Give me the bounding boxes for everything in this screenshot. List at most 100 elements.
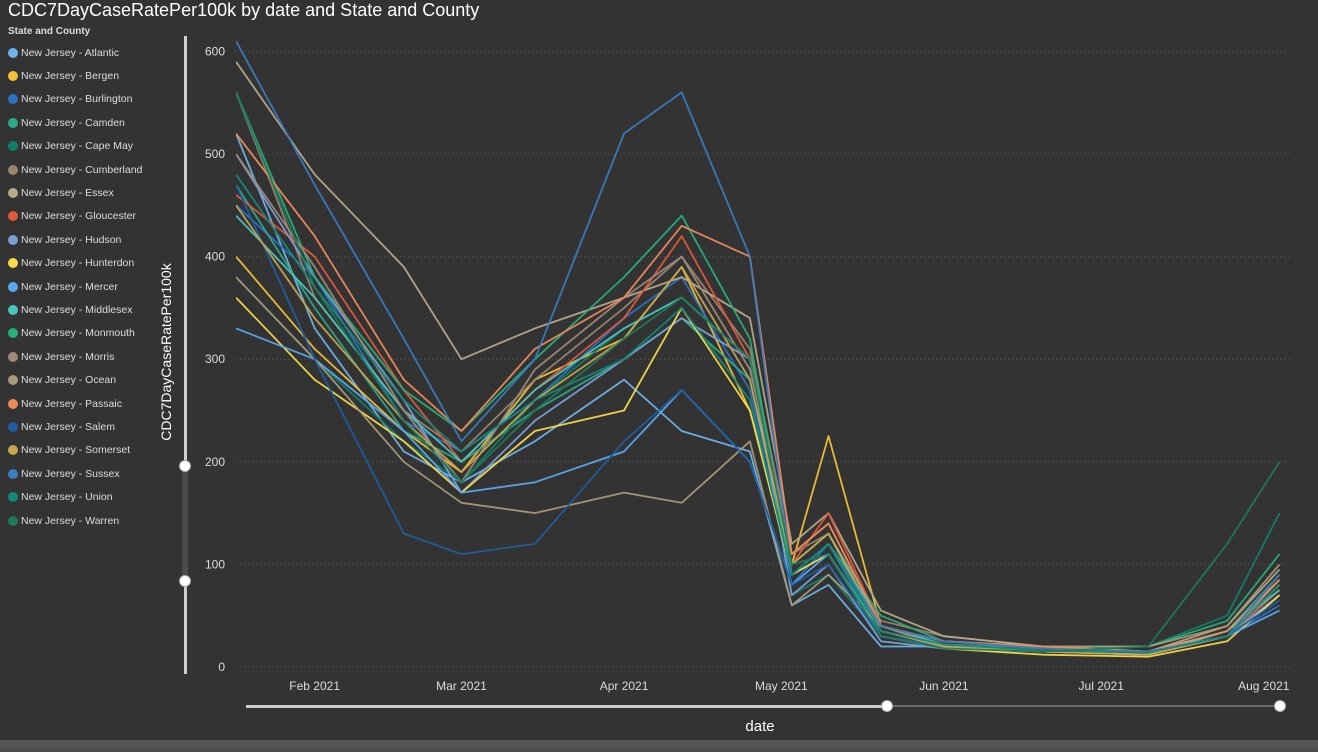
y-tick-label: 600 — [205, 44, 225, 58]
legend-label: New Jersey - Essex — [21, 187, 114, 200]
legend-color-dot — [8, 234, 18, 245]
legend-label: New Jersey - Sussex — [21, 467, 120, 480]
legend-color-dot — [8, 164, 18, 175]
series-line-new-jersey-somerset — [236, 204, 1281, 656]
legend-item[interactable]: New Jersey - Cumberland — [8, 158, 183, 181]
legend-item[interactable]: New Jersey - Bergen — [8, 64, 183, 87]
chart-title: CDC7DayCaseRatePer100k by date and State… — [8, 0, 480, 20]
legend-color-dot — [8, 141, 18, 152]
legend-label: New Jersey - Cape May — [21, 140, 134, 153]
legend-label: New Jersey - Mercer — [21, 280, 118, 293]
legend-item[interactable]: New Jersey - Atlantic — [8, 41, 183, 64]
legend-color-dot — [8, 398, 18, 409]
legend-color-dot — [8, 258, 18, 269]
x-slider-end-handle[interactable] — [1274, 700, 1286, 712]
legend-label: New Jersey - Atlantic — [21, 46, 120, 59]
legend-item[interactable]: New Jersey - Mercer — [8, 275, 183, 298]
legend-color-dot — [8, 211, 18, 222]
series-line-new-jersey-cape-may — [236, 276, 1281, 650]
legend-item[interactable]: New Jersey - Somerset — [8, 439, 183, 462]
legend-color-dot — [8, 328, 18, 339]
y-slider-lower-handle[interactable] — [179, 574, 191, 587]
y-slider-upper-handle[interactable] — [179, 459, 191, 472]
legend-color-dot — [8, 445, 18, 456]
legend-item[interactable]: New Jersey - Morris — [8, 345, 183, 368]
series-line-new-jersey-hunterdon — [236, 296, 1281, 658]
legend-label: New Jersey - Passaic — [21, 397, 122, 410]
legend-items: New Jersey - Atlantic New Jersey - Bergen… — [8, 41, 183, 532]
y-axis-range-slider[interactable] — [179, 36, 191, 674]
series-line-new-jersey-warren — [236, 92, 1281, 653]
legend-color-dot — [8, 94, 18, 105]
y-tick-label: 300 — [205, 352, 225, 366]
legend-label: New Jersey - Warren — [21, 514, 120, 527]
legend-label: New Jersey - Gloucester — [21, 210, 136, 223]
x-slider-start-handle[interactable] — [881, 700, 894, 712]
legend-label: New Jersey - Burlington — [21, 93, 133, 106]
legend-item[interactable]: New Jersey - Monmouth — [8, 322, 183, 345]
legend-label: New Jersey - Hunterdon — [21, 257, 135, 270]
y-tick-label: 200 — [205, 455, 225, 469]
y-tick-label: 400 — [205, 250, 225, 264]
x-tick-label: May 2021 — [755, 679, 808, 693]
series-line-new-jersey-monmouth — [236, 92, 1281, 648]
y-tick-label: 500 — [205, 147, 225, 161]
series-line-new-jersey-essex — [236, 61, 1281, 653]
series-group — [236, 40, 1281, 658]
x-tick-label: Feb 2021 — [289, 679, 340, 693]
x-tick-label: Mar 2021 — [436, 679, 487, 693]
x-slider-track — [887, 705, 1280, 707]
legend-item[interactable]: New Jersey - Essex — [8, 181, 183, 204]
x-tick-label: Apr 2021 — [600, 679, 649, 693]
legend-item[interactable]: New Jersey - Warren — [8, 509, 183, 532]
legend-item[interactable]: New Jersey - Camden — [8, 111, 183, 134]
legend-label: New Jersey - Cumberland — [21, 163, 143, 176]
legend-item[interactable]: New Jersey - Hudson — [8, 228, 183, 251]
y-slider-track — [184, 36, 187, 674]
y-tick-label: 0 — [218, 660, 225, 674]
legend-label: New Jersey - Morris — [21, 350, 115, 363]
legend-label: New Jersey - Salem — [21, 420, 115, 433]
legend-color-dot — [8, 351, 18, 362]
legend: State and County New Jersey - Atlantic Ne… — [8, 26, 183, 532]
legend-label: New Jersey - Monmouth — [21, 327, 135, 340]
legend-color-dot — [8, 188, 18, 199]
legend-item[interactable]: New Jersey - Sussex — [8, 462, 183, 485]
legend-label: New Jersey - Camden — [21, 116, 125, 129]
legend-color-dot — [8, 47, 18, 58]
bottom-scrollbar[interactable] — [0, 740, 1318, 752]
legend-item[interactable]: New Jersey - Ocean — [8, 368, 183, 391]
legend-color-dot — [8, 117, 18, 128]
x-tick-label: Jun 2021 — [919, 679, 969, 693]
x-tick-label: Jul 2021 — [1079, 679, 1125, 693]
legend-color-dot — [8, 468, 18, 479]
legend-item[interactable]: New Jersey - Hunterdon — [8, 252, 183, 275]
legend-item[interactable]: New Jersey - Salem — [8, 415, 183, 438]
legend-label: New Jersey - Somerset — [21, 444, 131, 457]
legend-color-dot — [8, 281, 18, 292]
legend-item[interactable]: New Jersey - Burlington — [8, 88, 183, 111]
series-line-new-jersey-union — [236, 173, 1281, 654]
legend-item[interactable]: New Jersey - Middlesex — [8, 298, 183, 321]
y-tick-label: 100 — [205, 557, 225, 571]
legend-label: New Jersey - Ocean — [21, 374, 117, 387]
legend-label: New Jersey - Middlesex — [21, 303, 133, 316]
legend-color-dot — [8, 375, 18, 386]
legend-color-dot — [8, 515, 18, 526]
legend-item[interactable]: New Jersey - Passaic — [8, 392, 183, 415]
y-slider-selected-range — [182, 465, 188, 581]
legend-item[interactable]: New Jersey - Gloucester — [8, 205, 183, 228]
series-line-new-jersey-burlington — [236, 204, 1280, 653]
legend-item[interactable]: New Jersey - Union — [8, 485, 183, 508]
x-slider-selected-track — [246, 705, 888, 708]
series-line-new-jersey-sussex — [236, 40, 1281, 653]
legend-title: State and County — [8, 26, 91, 37]
legend-label: New Jersey - Hudson — [21, 233, 122, 246]
legend-label: New Jersey - Bergen — [21, 70, 120, 83]
legend-item[interactable]: New Jersey - Cape May — [8, 135, 183, 158]
x-axis-label: date — [745, 718, 775, 735]
x-axis-range-slider[interactable] — [246, 700, 1286, 712]
legend-color-dot — [8, 492, 18, 503]
legend-color-dot — [8, 71, 18, 82]
